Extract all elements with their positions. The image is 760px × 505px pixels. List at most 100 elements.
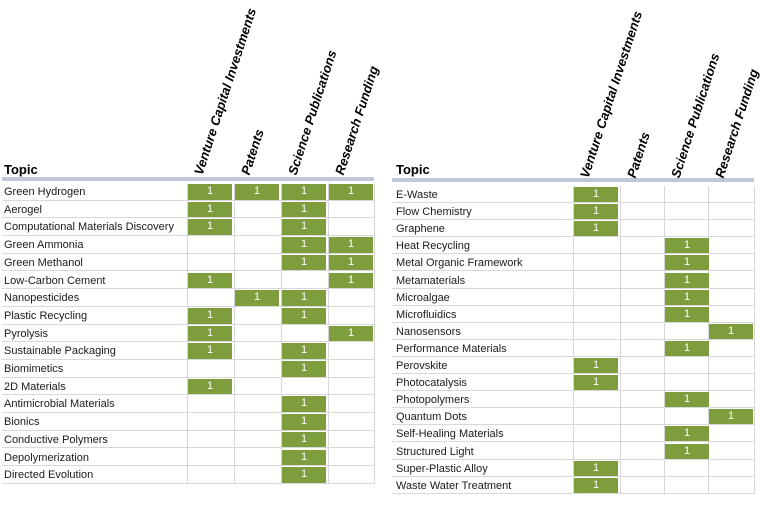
topic-label: E-Waste: [396, 189, 438, 201]
topic-label: Aerogel: [4, 203, 42, 216]
column-header: Science Publications: [668, 51, 723, 180]
value-cell: 1: [329, 272, 373, 289]
table-row: [392, 237, 754, 255]
value-cell: 1: [574, 204, 618, 220]
topic-label: Conductive Polymers: [4, 433, 108, 446]
table-row: [2, 449, 374, 467]
table-row: [2, 431, 374, 449]
topic-label: Biomimetics: [4, 363, 64, 375]
value-cell: 1: [282, 396, 326, 413]
value-cell: 1: [188, 343, 232, 359]
topic-label: Microfluidics: [396, 308, 457, 321]
value-cell: 1: [282, 361, 326, 377]
value-cell: 1: [665, 289, 709, 305]
table-row: [392, 340, 754, 357]
topic-label: Low-Carbon Cement: [4, 274, 106, 287]
value-cell: 1: [665, 306, 709, 322]
table-row: [392, 306, 754, 323]
table-row: [392, 357, 754, 375]
grid-line: [664, 186, 665, 494]
topic-label: Photocatalysis: [396, 377, 467, 390]
grid-line: [281, 183, 282, 484]
value-cell: 1: [709, 409, 753, 425]
table-row: [392, 460, 754, 477]
table-row: [2, 360, 374, 378]
value-cell: 1: [188, 325, 232, 342]
grid-line: [620, 186, 621, 494]
topic-label: Flow Chemistry: [396, 206, 472, 219]
header-separator: [392, 178, 754, 182]
table-row: [392, 203, 754, 221]
value-cell: 1: [282, 237, 326, 253]
topic-header: Topic: [4, 162, 38, 177]
value-cell: 1: [235, 290, 279, 306]
value-cell: 1: [574, 477, 618, 493]
table-row: [392, 477, 754, 494]
value-cell: 1: [282, 219, 326, 236]
value-cell: 1: [665, 392, 709, 408]
value-cell: 1: [665, 340, 709, 356]
topic-label: Metal Organic Framework: [396, 257, 523, 270]
topic-label: Depolymerization: [4, 451, 89, 464]
value-cell: 1: [188, 307, 232, 324]
table-row: [392, 323, 754, 340]
value-cell: 1: [665, 255, 709, 271]
value-cell: 1: [188, 201, 232, 218]
topic-label: Directed Evolution: [4, 469, 94, 482]
value-cell: 1: [282, 184, 326, 200]
value-cell: 1: [665, 426, 709, 442]
value-cell: 1: [282, 449, 326, 466]
table-row: [2, 272, 374, 290]
topic-label: Bionics: [4, 416, 40, 429]
value-cell: 1: [282, 467, 326, 483]
value-cell: 1: [574, 375, 618, 391]
table-row: [392, 443, 754, 460]
value-cell: 1: [665, 238, 709, 254]
topic-label: Performance Materials: [396, 342, 507, 355]
topic-label: Structured Light: [396, 445, 474, 458]
topic-label: Nanopesticides: [4, 292, 80, 305]
grid-line: [573, 186, 574, 494]
topic-label: Green Ammonia: [4, 239, 84, 252]
column-header: Patents: [624, 130, 653, 180]
table-row: [2, 342, 374, 360]
topic-label: Perovskite: [396, 360, 448, 372]
value-cell: 1: [665, 272, 709, 288]
topic-label: Waste Water Treatment: [396, 479, 512, 492]
topic-label: Self-Healing Materials: [396, 428, 504, 441]
topic-label: Quantum Dots: [396, 411, 467, 424]
value-cell: 1: [188, 272, 232, 289]
table-row: [392, 391, 754, 409]
table-row: [392, 408, 754, 426]
topic-label: Antimicrobial Materials: [4, 398, 115, 411]
table-row: [2, 307, 374, 325]
grid-line: [328, 183, 329, 484]
value-cell: 1: [329, 325, 373, 342]
value-cell: 1: [282, 414, 326, 430]
table-row: [392, 289, 754, 306]
value-cell: 1: [665, 443, 709, 459]
topic-label: Pyrolysis: [4, 327, 49, 340]
topic-label: Heat Recycling: [396, 240, 470, 253]
table-row: [392, 254, 754, 272]
topic-label: Nanosensors: [396, 325, 461, 338]
value-cell: 1: [282, 254, 326, 271]
value-cell: 1: [282, 290, 326, 306]
value-cell: 1: [574, 460, 618, 476]
value-cell: 1: [188, 219, 232, 236]
header-separator: [2, 177, 374, 181]
topic-label: Computational Materials Discovery: [4, 221, 174, 234]
topic-label: Metamaterials: [396, 274, 466, 287]
table-row: [2, 289, 374, 307]
value-cell: 1: [188, 184, 232, 200]
topic-label: Graphene: [396, 223, 445, 236]
value-cell: 1: [329, 254, 373, 271]
column-header: Science Publications: [285, 48, 340, 177]
value-cell: 1: [235, 184, 279, 200]
topic-label: Green Methanol: [4, 256, 83, 269]
topic-label: Photopolymers: [396, 394, 470, 407]
column-header: Research Funding: [712, 67, 760, 180]
grid-line: [234, 183, 235, 484]
value-cell: 1: [282, 343, 326, 359]
